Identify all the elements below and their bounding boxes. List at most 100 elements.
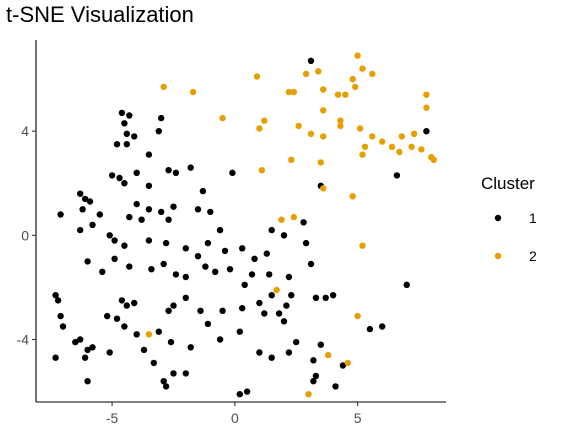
point-cluster-1-82 (256, 299, 263, 307)
point-cluster-2-35 (423, 104, 430, 111)
point-cluster-1-54 (126, 263, 133, 270)
point-cluster-1-46 (263, 250, 270, 257)
point-cluster-2-32 (396, 148, 403, 156)
point-cluster-1-19 (229, 169, 236, 176)
x-tick-label-2: 5 (354, 410, 362, 426)
legend-title: Cluster (481, 174, 535, 193)
point-cluster-1-7 (123, 141, 130, 148)
axis-ticks: -5 0 5 -4 0 4 (17, 123, 362, 426)
point-cluster-1-112 (332, 383, 339, 390)
point-cluster-1-125 (236, 391, 243, 398)
point-cluster-1-133 (393, 172, 401, 179)
point-cluster-1-45 (251, 255, 258, 262)
x-tick-label-0: -5 (106, 410, 119, 426)
point-cluster-2-8 (334, 91, 342, 98)
point-cluster-1-13 (145, 182, 153, 189)
point-cluster-2-50 (325, 351, 332, 359)
point-cluster-1-27 (57, 211, 64, 218)
point-cluster-2-43 (349, 193, 356, 200)
point-cluster-1-17 (194, 206, 202, 213)
point-cluster-2-0 (160, 83, 167, 91)
point-cluster-1-108 (310, 357, 317, 364)
point-cluster-1-10 (116, 174, 123, 182)
point-cluster-1-24 (96, 211, 104, 218)
point-cluster-1-20 (77, 190, 84, 197)
point-cluster-1-65 (307, 260, 315, 268)
legend: Cluster 1 2 (481, 174, 537, 264)
point-cluster-2-5 (302, 70, 310, 78)
point-cluster-1-85 (288, 292, 295, 299)
point-cluster-1-26 (77, 226, 84, 234)
point-cluster-1-68 (118, 297, 126, 304)
point-cluster-1-131 (204, 320, 212, 328)
point-cluster-2-21 (320, 107, 327, 114)
point-cluster-1-60 (212, 268, 219, 275)
point-cluster-1-117 (52, 354, 59, 361)
point-cluster-2-46 (359, 242, 366, 249)
point-cluster-2-18 (295, 122, 302, 130)
point-cluster-1-107 (293, 338, 300, 346)
legend-marker-cluster-1 (494, 214, 502, 222)
point-cluster-1-97 (89, 344, 96, 351)
point-cluster-1-99 (140, 346, 148, 354)
point-cluster-2-23 (337, 122, 344, 130)
point-cluster-1-41 (204, 239, 212, 247)
point-cluster-1-86 (312, 294, 320, 301)
point-cluster-2-41 (317, 159, 324, 166)
y-tick-label-0: -4 (17, 331, 30, 347)
point-cluster-1-63 (266, 271, 273, 278)
point-cluster-1-34 (106, 232, 113, 239)
point-cluster-1-69 (123, 302, 130, 309)
point-cluster-1-40 (194, 253, 202, 260)
point-cluster-1-5 (158, 114, 165, 122)
point-cluster-1-104 (256, 349, 263, 356)
x-tick-label-1: 0 (231, 410, 239, 426)
point-cluster-1-74 (133, 331, 140, 338)
point-cluster-1-62 (248, 271, 256, 278)
chart-title: t-SNE Visualization (6, 2, 194, 27)
point-cluster-1-55 (148, 266, 155, 273)
point-cluster-1-37 (145, 237, 153, 244)
point-cluster-1-75 (155, 328, 162, 335)
point-cluster-2-24 (356, 125, 364, 132)
point-cluster-1-48 (280, 232, 288, 239)
point-cluster-2-27 (359, 151, 366, 158)
point-cluster-1-113 (339, 362, 347, 369)
point-cluster-1-23 (86, 198, 94, 205)
point-cluster-2-40 (288, 156, 295, 163)
point-cluster-2-31 (410, 130, 418, 137)
point-cluster-1-28 (133, 200, 140, 208)
point-cluster-1-106 (285, 349, 293, 356)
point-cluster-1-135 (307, 57, 315, 64)
point-cluster-1-79 (197, 307, 204, 314)
point-cluster-2-47 (273, 286, 280, 294)
point-cluster-1-115 (379, 323, 386, 330)
point-cluster-1-14 (165, 167, 172, 174)
point-cluster-1-128 (170, 203, 177, 210)
point-cluster-1-18 (207, 208, 214, 216)
point-cluster-1-81 (239, 305, 246, 312)
point-cluster-1-51 (84, 258, 91, 265)
point-cluster-2-39 (258, 167, 266, 174)
point-cluster-1-118 (81, 354, 89, 361)
point-cluster-2-10 (354, 52, 361, 59)
point-cluster-1-57 (172, 271, 180, 278)
point-cluster-1-124 (182, 370, 189, 377)
point-cluster-1-30 (158, 208, 165, 216)
point-cluster-1-134 (423, 128, 430, 135)
point-cluster-1-122 (162, 383, 170, 390)
point-cluster-1-93 (59, 323, 67, 330)
point-cluster-1-64 (285, 273, 293, 281)
point-cluster-1-123 (170, 370, 177, 377)
point-cluster-1-25 (89, 221, 96, 229)
point-cluster-1-38 (162, 239, 170, 247)
point-cluster-2-42 (320, 185, 327, 192)
point-cluster-1-16 (199, 187, 207, 195)
point-cluster-2-29 (388, 143, 396, 150)
point-cluster-1-8 (113, 141, 121, 148)
point-cluster-1-43 (221, 247, 229, 255)
point-cluster-1-89 (261, 310, 268, 317)
point-cluster-1-44 (239, 245, 246, 252)
point-cluster-1-71 (113, 315, 121, 322)
